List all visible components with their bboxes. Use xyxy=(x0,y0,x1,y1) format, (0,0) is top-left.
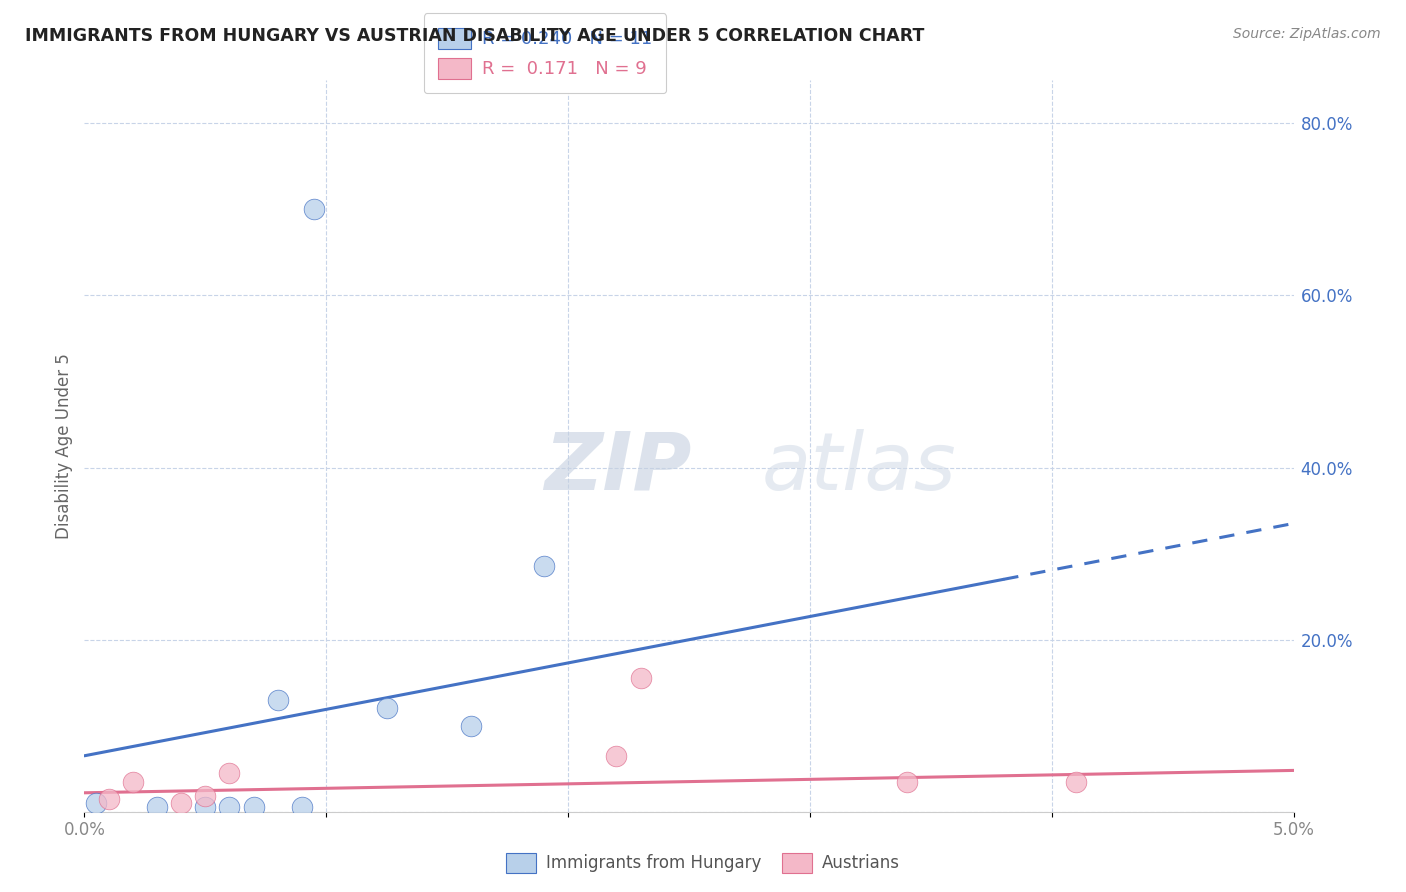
Text: IMMIGRANTS FROM HUNGARY VS AUSTRIAN DISABILITY AGE UNDER 5 CORRELATION CHART: IMMIGRANTS FROM HUNGARY VS AUSTRIAN DISA… xyxy=(25,27,925,45)
Point xyxy=(86,796,108,810)
Text: ZIP: ZIP xyxy=(544,429,692,507)
Point xyxy=(218,766,240,780)
Point xyxy=(97,792,120,806)
Point xyxy=(146,800,169,814)
Point xyxy=(291,800,314,814)
Point xyxy=(605,748,627,763)
Point xyxy=(121,774,143,789)
Point xyxy=(194,800,217,814)
Y-axis label: Disability Age Under 5: Disability Age Under 5 xyxy=(55,353,73,539)
Point xyxy=(170,796,193,810)
Point xyxy=(896,774,918,789)
Point xyxy=(194,789,217,804)
Text: Source: ZipAtlas.com: Source: ZipAtlas.com xyxy=(1233,27,1381,41)
Point xyxy=(302,202,325,217)
Text: atlas: atlas xyxy=(762,429,956,507)
Point xyxy=(375,701,398,715)
Legend: R = 0.240   N = 11, R =  0.171   N = 9: R = 0.240 N = 11, R = 0.171 N = 9 xyxy=(423,13,666,93)
Point xyxy=(630,671,652,685)
Point xyxy=(267,693,290,707)
Point xyxy=(242,800,264,814)
Point xyxy=(218,800,240,814)
Point xyxy=(1064,774,1087,789)
Legend: Immigrants from Hungary, Austrians: Immigrants from Hungary, Austrians xyxy=(499,847,907,880)
Point xyxy=(460,719,482,733)
Point xyxy=(533,559,555,574)
